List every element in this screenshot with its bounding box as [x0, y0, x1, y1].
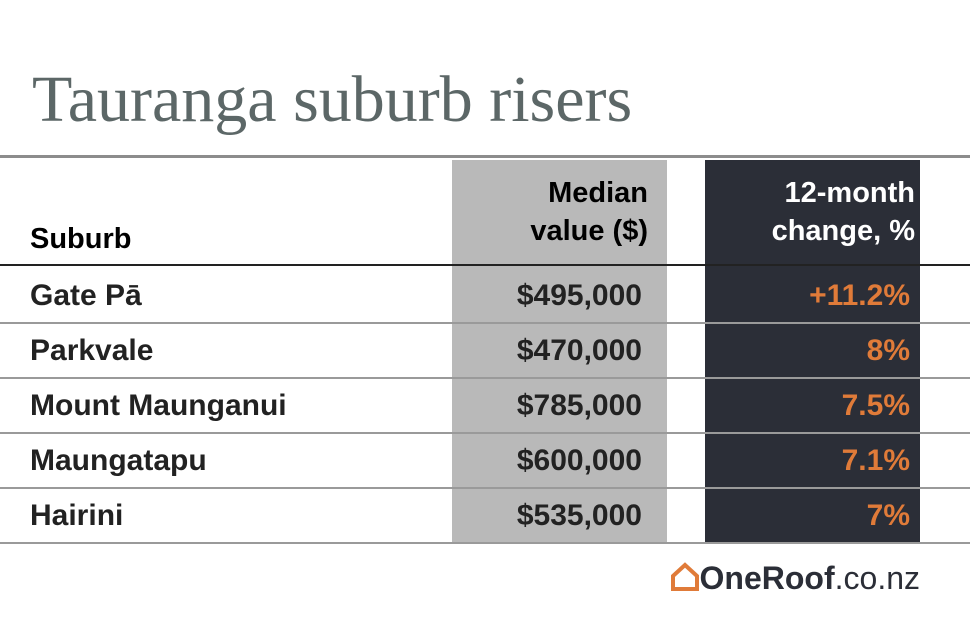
row-rule	[0, 487, 970, 489]
header-rule	[0, 264, 970, 266]
median-column-bg	[452, 160, 667, 544]
header-suburb: Suburb	[30, 223, 132, 255]
change-cell: 7%	[866, 499, 910, 532]
rule	[0, 155, 970, 158]
logo-icon	[670, 562, 699, 591]
median-cell: $535,000	[516, 499, 642, 532]
median-cell: $495,000	[516, 279, 642, 312]
logo-domain: .co.nz	[834, 560, 920, 596]
change-cell: +11.2%	[809, 279, 910, 312]
change-cell: 7.5%	[841, 389, 910, 422]
change-cell: 7.1%	[841, 444, 910, 477]
suburb-cell: Mount Maunganui	[30, 389, 287, 422]
row-rule	[0, 322, 970, 324]
median-cell: $785,000	[516, 389, 642, 422]
header-median: Median value ($)	[530, 177, 648, 247]
header-change: 12-month change, %	[771, 177, 915, 247]
row-rule	[0, 377, 970, 379]
suburb-cell: Maungatapu	[30, 444, 207, 477]
logo: OneRoof.co.nz	[670, 560, 920, 597]
row-rule	[0, 542, 970, 544]
suburb-cell: Hairini	[30, 499, 124, 532]
row-rule	[0, 432, 970, 434]
median-cell: $470,000	[516, 334, 642, 367]
suburb-cell: Gate Pā	[30, 279, 142, 312]
suburb-cell: Parkvale	[30, 334, 154, 367]
median-cell: $600,000	[516, 444, 642, 477]
change-cell: 8%	[866, 334, 910, 367]
change-column-bg	[705, 160, 920, 544]
logo-brand: OneRoof	[699, 560, 835, 596]
title: Tauranga suburb risers	[32, 63, 633, 136]
